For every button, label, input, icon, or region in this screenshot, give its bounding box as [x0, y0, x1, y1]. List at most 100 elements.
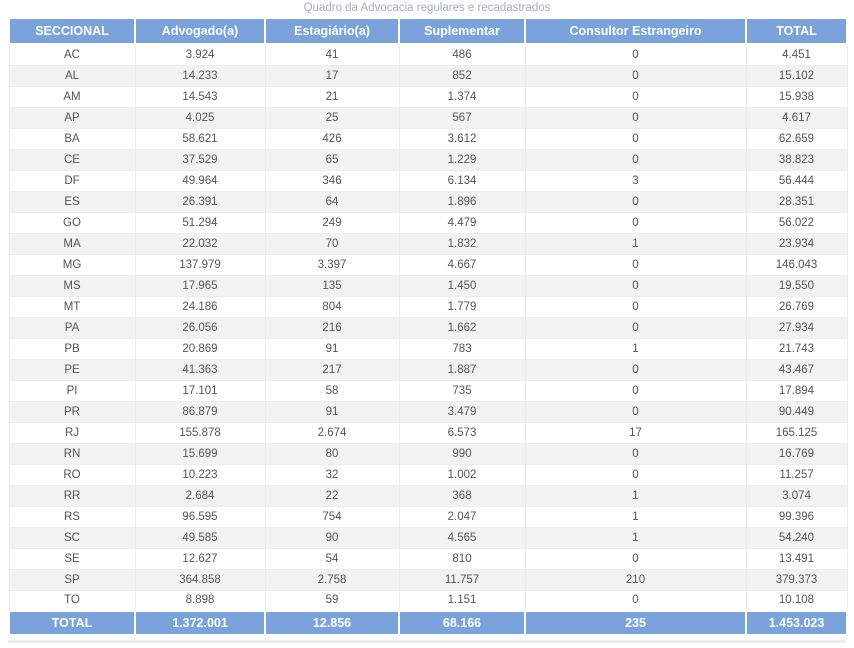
cell: 3.924	[134, 43, 266, 66]
cell: 0	[524, 274, 747, 297]
cell: 26.769	[745, 295, 848, 318]
cell: 51.294	[134, 211, 266, 234]
cell: 41	[264, 43, 400, 66]
table-row: SE 12.627 54 810 0 13.491	[8, 547, 848, 570]
table-header-row: SECCIONAL Advogado(a) Estagiário(a) Supl…	[8, 17, 848, 45]
cell: PB	[8, 337, 136, 360]
column-header-suplementar: Suplementar	[398, 17, 526, 45]
total-cell-advogado: 1.372.001	[134, 610, 266, 636]
cell: 426	[264, 127, 400, 150]
table-row: RO 10.223 32 1.002 0 11.257	[8, 463, 848, 486]
cell: 155.878	[134, 421, 266, 444]
cell: 0	[524, 106, 747, 129]
cell: 735	[398, 379, 526, 402]
table-row: AL 14.233 17 852 0 15.102	[8, 64, 848, 87]
total-cell-total: 1.453.023	[745, 610, 848, 636]
cell: 0	[524, 358, 747, 381]
cell: RN	[8, 442, 136, 465]
table-row: RJ 155.878 2.674 6.573 17 165.125	[8, 421, 848, 444]
cell: 0	[524, 43, 747, 66]
cell: 210	[524, 568, 747, 591]
cell: 10.108	[745, 589, 848, 612]
cell: 64	[264, 190, 400, 213]
cell: AL	[8, 64, 136, 87]
cell: 0	[524, 190, 747, 213]
table-row: MG 137.979 3.397 4.667 0 146.043	[8, 253, 848, 276]
cell: 0	[524, 253, 747, 276]
cell: 0	[524, 589, 747, 612]
cell: 0	[524, 547, 747, 570]
cell: 15.938	[745, 85, 848, 108]
cell: 146.043	[745, 253, 848, 276]
cell: PI	[8, 379, 136, 402]
cell: 37.529	[134, 148, 266, 171]
partial-next-row-strip	[8, 640, 846, 643]
cell: 810	[398, 547, 526, 570]
table-row: PA 26.056 216 1.662 0 27.934	[8, 316, 848, 339]
table-row: AP 4.025 25 567 0 4.617	[8, 106, 848, 129]
cell: 43.467	[745, 358, 848, 381]
table-row: MT 24.186 804 1.779 0 26.769	[8, 295, 848, 318]
cell: 137.979	[134, 253, 266, 276]
cell: 10.223	[134, 463, 266, 486]
cell: 1	[524, 337, 747, 360]
cell: RO	[8, 463, 136, 486]
table-row: DF 49.964 346 6.134 3 56.444	[8, 169, 848, 192]
cell: 1.896	[398, 190, 526, 213]
cell: 0	[524, 463, 747, 486]
cell: 1.002	[398, 463, 526, 486]
table-row: PB 20.869 91 783 1 21.743	[8, 337, 848, 360]
cell: TO	[8, 589, 136, 612]
table-row: SC 49.585 90 4.565 1 54.240	[8, 526, 848, 549]
cell: 0	[524, 316, 747, 339]
cell: 1.151	[398, 589, 526, 612]
cell: 1	[524, 484, 747, 507]
cell: 0	[524, 442, 747, 465]
cell: 364.858	[134, 568, 266, 591]
cell: 0	[524, 85, 747, 108]
cell: 13.491	[745, 547, 848, 570]
cell: 49.964	[134, 169, 266, 192]
cell: 24.186	[134, 295, 266, 318]
table-row: TO 8.898 59 1.151 0 10.108	[8, 589, 848, 612]
cell: MA	[8, 232, 136, 255]
cell: 379.373	[745, 568, 848, 591]
cell: BA	[8, 127, 136, 150]
table-row: CE 37.529 65 1.229 0 38.823	[8, 148, 848, 171]
cell: 1.450	[398, 274, 526, 297]
table-row: MS 17.965 135 1.450 0 19.550	[8, 274, 848, 297]
cell: 1	[524, 505, 747, 528]
cell: 28.351	[745, 190, 848, 213]
cell: 3	[524, 169, 747, 192]
cell: 0	[524, 400, 747, 423]
table-row: PE 41.363 217 1.887 0 43.467	[8, 358, 848, 381]
cell: PR	[8, 400, 136, 423]
table-row: RR 2.684 22 368 1 3.074	[8, 484, 848, 507]
cell: 26.391	[134, 190, 266, 213]
cell: 58	[264, 379, 400, 402]
cell: 27.934	[745, 316, 848, 339]
cell: RJ	[8, 421, 136, 444]
cell: ES	[8, 190, 136, 213]
cell: 49.585	[134, 526, 266, 549]
total-cell-consultor-estrangeiro: 235	[524, 610, 747, 636]
cell: 14.233	[134, 64, 266, 87]
table-row: BA 58.621 426 3.612 0 62.659	[8, 127, 848, 150]
column-header-total: TOTAL	[745, 17, 848, 45]
cell: 1.887	[398, 358, 526, 381]
cell: 135	[264, 274, 400, 297]
cell: 4.025	[134, 106, 266, 129]
page-title: Quadro da Advocacia regulares e recadast…	[303, 2, 551, 14]
cell: 14.543	[134, 85, 266, 108]
cell: 2.758	[264, 568, 400, 591]
cell: 11.257	[745, 463, 848, 486]
cell: 2.674	[264, 421, 400, 444]
cell: 0	[524, 127, 747, 150]
cell: 4.667	[398, 253, 526, 276]
cell: MG	[8, 253, 136, 276]
cell: GO	[8, 211, 136, 234]
cell: 12.627	[134, 547, 266, 570]
cell: AP	[8, 106, 136, 129]
cell: 1	[524, 232, 747, 255]
cell: 32	[264, 463, 400, 486]
